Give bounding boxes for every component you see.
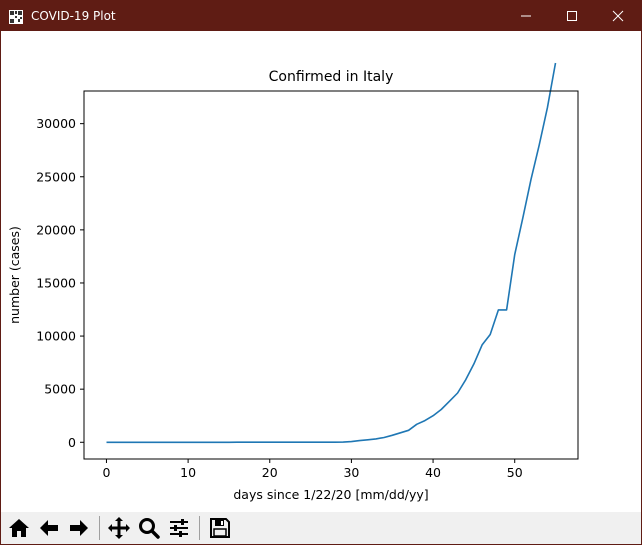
line-chart[interactable]: Confirmed in Italy 0 5000 10000 15000 20000 2… [1, 32, 641, 512]
chart-title: Confirmed in Italy [269, 69, 394, 85]
back-button[interactable] [35, 514, 63, 542]
save-button[interactable] [206, 514, 234, 542]
minimize-button[interactable] [503, 1, 549, 31]
series-line [106, 62, 557, 444]
x-tick-label: 0 [102, 465, 110, 480]
toolbar-separator [99, 516, 100, 540]
x-axis-ticks: 0 10 20 30 40 50 [102, 459, 523, 480]
x-tick-label: 40 [425, 465, 441, 480]
zoom-button[interactable] [135, 514, 163, 542]
x-tick-label: 30 [343, 465, 359, 480]
magnifier-icon [139, 518, 160, 539]
close-icon [612, 10, 624, 22]
x-axis-label: days since 1/22/20 [mm/dd/yy] [233, 487, 428, 502]
maximize-button[interactable] [549, 1, 595, 31]
pan-button[interactable] [105, 514, 133, 542]
title-bar[interactable]: COVID-19 Plot [1, 1, 641, 31]
x-tick-label: 20 [262, 465, 278, 480]
sliders-icon [170, 519, 188, 537]
arrow-left-icon [40, 520, 58, 536]
move-icon [108, 517, 130, 539]
configure-subplots-button[interactable] [165, 514, 193, 542]
y-tick-label: 20000 [36, 222, 76, 237]
maximize-icon [567, 11, 577, 21]
y-tick-label: 5000 [44, 382, 76, 397]
minimize-icon [521, 15, 531, 17]
close-button[interactable] [595, 1, 641, 31]
axes-frame [83, 90, 579, 460]
toolbar-separator [199, 516, 200, 540]
app-icon [9, 9, 23, 24]
y-tick-label: 25000 [36, 169, 76, 184]
x-tick-label: 10 [180, 465, 196, 480]
forward-button[interactable] [65, 514, 93, 542]
home-icon [9, 519, 29, 537]
floppy-disk-icon [210, 518, 230, 538]
window-title: COVID-19 Plot [31, 9, 116, 23]
x-tick-label: 50 [507, 465, 523, 480]
y-tick-label: 15000 [36, 275, 76, 290]
y-tick-label: 10000 [36, 329, 76, 344]
plot-area[interactable]: Confirmed in Italy 0 5000 10000 15000 20000 2… [1, 32, 641, 512]
arrow-right-icon [70, 520, 88, 536]
y-axis-label: number (cases) [7, 226, 22, 324]
home-button[interactable] [5, 514, 33, 542]
y-tick-label: 30000 [36, 116, 76, 131]
y-axis-ticks: 0 5000 10000 15000 20000 25000 30000 [36, 116, 84, 450]
y-tick-label: 0 [68, 435, 76, 450]
navigation-toolbar [1, 512, 641, 544]
